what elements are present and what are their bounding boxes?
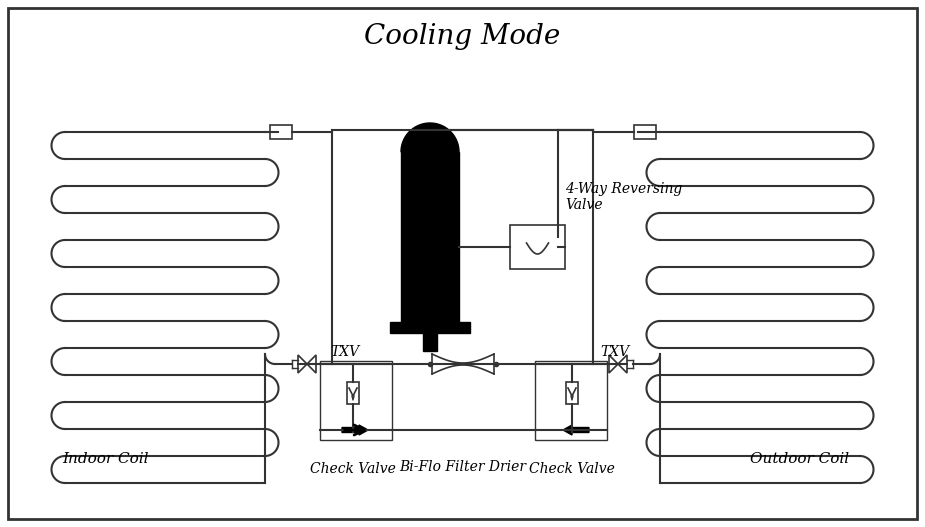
Bar bbox=[634, 125, 656, 139]
Text: Check Valve: Check Valve bbox=[310, 462, 396, 476]
Text: Outdoor Coil: Outdoor Coil bbox=[750, 452, 849, 466]
Bar bbox=[270, 125, 292, 139]
Text: Cooling Mode: Cooling Mode bbox=[364, 24, 561, 51]
Text: 4-Way Reversing
Valve: 4-Way Reversing Valve bbox=[565, 182, 683, 212]
Text: TXV: TXV bbox=[330, 345, 359, 359]
Bar bbox=[510, 225, 565, 269]
FancyArrow shape bbox=[342, 425, 368, 435]
Polygon shape bbox=[401, 123, 459, 152]
FancyArrow shape bbox=[563, 425, 589, 435]
Bar bbox=[535, 361, 607, 440]
Text: TXV: TXV bbox=[600, 345, 629, 359]
Text: Check Valve: Check Valve bbox=[529, 462, 615, 476]
Bar bbox=[566, 382, 578, 404]
Bar bbox=[347, 382, 359, 404]
Text: Indoor Coil: Indoor Coil bbox=[62, 452, 148, 466]
Text: Bi-Flo Filter Drier: Bi-Flo Filter Drier bbox=[400, 460, 526, 474]
Bar bbox=[401, 152, 459, 322]
Bar bbox=[423, 333, 437, 351]
Bar bbox=[390, 322, 470, 333]
Bar bbox=[320, 361, 392, 440]
